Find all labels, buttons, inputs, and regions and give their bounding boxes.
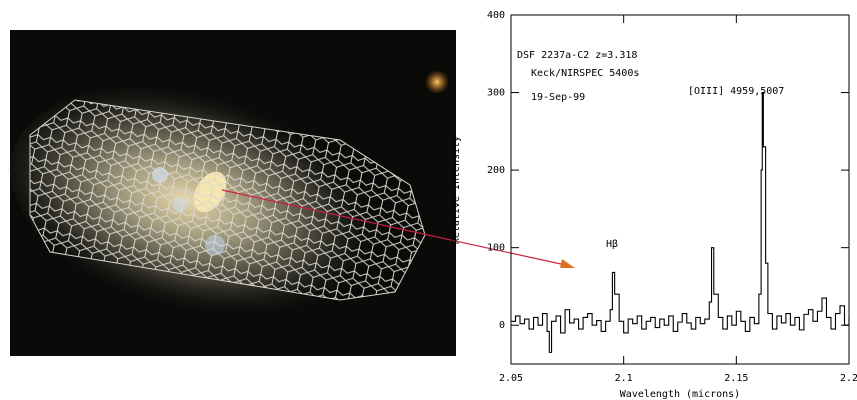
y-tick-label: 200: [487, 165, 505, 176]
y-tick-label: 100: [487, 243, 505, 254]
annotation: Hβ: [606, 239, 618, 250]
annotation: 19-Sep-99: [531, 92, 585, 103]
y-tick-label: 400: [487, 10, 505, 21]
x-tick-label: 2.1: [615, 373, 633, 384]
annotation: [OIII] 4959,5007: [688, 86, 784, 97]
annotation: DSF 2237a-C2 z=3.318: [517, 50, 637, 61]
plot-frame: [510, 14, 850, 365]
spectrum-line: [511, 92, 850, 353]
x-axis-label: Wavelength (microns): [620, 389, 740, 400]
x-tick-label: 2.05: [499, 373, 523, 384]
galaxy-image: [9, 30, 575, 356]
x-tick-label: 2.15: [724, 373, 748, 384]
x-tick-label: 2.2: [840, 373, 857, 384]
y-tick-label: 0: [499, 320, 505, 331]
y-tick-label: 300: [487, 88, 505, 99]
y-axis-label: Relative Intensity: [451, 136, 462, 244]
annotation: Keck/NIRSPEC 5400s: [531, 68, 639, 79]
